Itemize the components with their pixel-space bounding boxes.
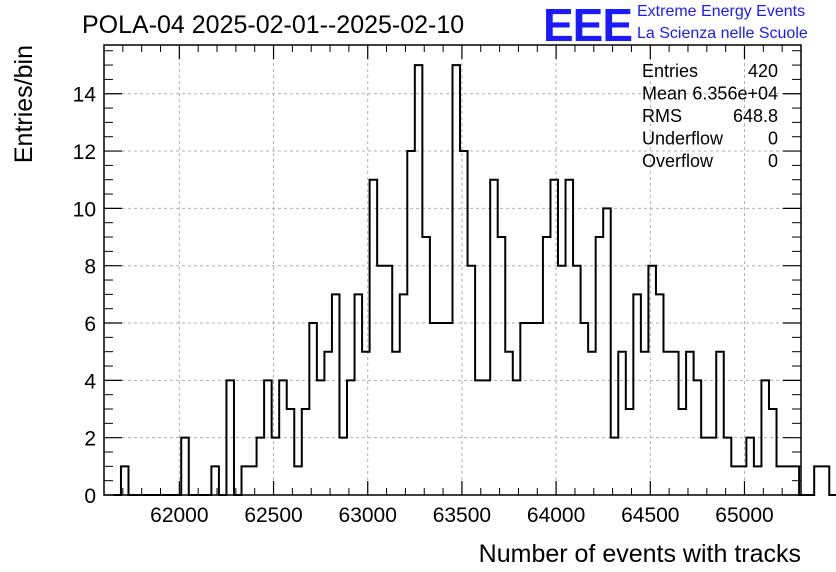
plot-frame <box>103 44 802 496</box>
stats-label: RMS <box>642 106 682 126</box>
y-tick-label: 12 <box>73 141 96 164</box>
y-tick-label: 10 <box>73 198 96 221</box>
y-tick-label: 8 <box>84 256 96 279</box>
x-tick-label: 62500 <box>244 504 302 527</box>
x-tick-label: 64500 <box>621 504 679 527</box>
stats-label: Mean <box>642 84 687 104</box>
x-tick-label: 63500 <box>433 504 491 527</box>
y-tick-label: 4 <box>84 370 96 393</box>
x-tick-label: 65000 <box>715 504 773 527</box>
y-tick-label: 6 <box>84 313 96 336</box>
y-tick-label: 2 <box>84 428 96 451</box>
x-axis-label: Number of events with tracks <box>479 540 801 568</box>
stats-value: 648.8 <box>733 106 778 126</box>
stats-label: Overflow <box>642 151 714 171</box>
chart-title: POLA-04 2025-02-01--2025-02-10 <box>82 11 464 39</box>
y-axis: 0 2 4 6 8 10 12 14 <box>73 50 801 508</box>
y-axis-label: Entries/bin <box>10 45 38 163</box>
eee-logo: EEE <box>543 0 633 51</box>
x-tick-label: 64000 <box>527 504 585 527</box>
histogram-series <box>113 64 836 496</box>
logo-line-1: Extreme Energy Events <box>637 3 806 20</box>
y-tick-label: 0 <box>84 485 96 508</box>
logo-line-2: La Scienza nelle Scuole <box>637 25 808 42</box>
x-tick-label: 63000 <box>339 504 397 527</box>
x-tick-label: 62000 <box>150 504 208 527</box>
stats-box: Entries 420 Mean 6.356e+04 RMS 648.8 Underflow… <box>642 61 778 171</box>
stats-value: 0 <box>768 129 778 149</box>
x-axis: 62000 62500 63000 63500 64000 64500 65000 <box>103 45 802 527</box>
stats-value: 0 <box>768 151 778 171</box>
stats-label: Underflow <box>642 129 724 149</box>
stats-label: Entries <box>642 61 698 81</box>
y-tick-label: 14 <box>73 84 97 107</box>
stats-value: 6.356e+04 <box>692 84 778 104</box>
stats-value: 420 <box>748 61 778 81</box>
